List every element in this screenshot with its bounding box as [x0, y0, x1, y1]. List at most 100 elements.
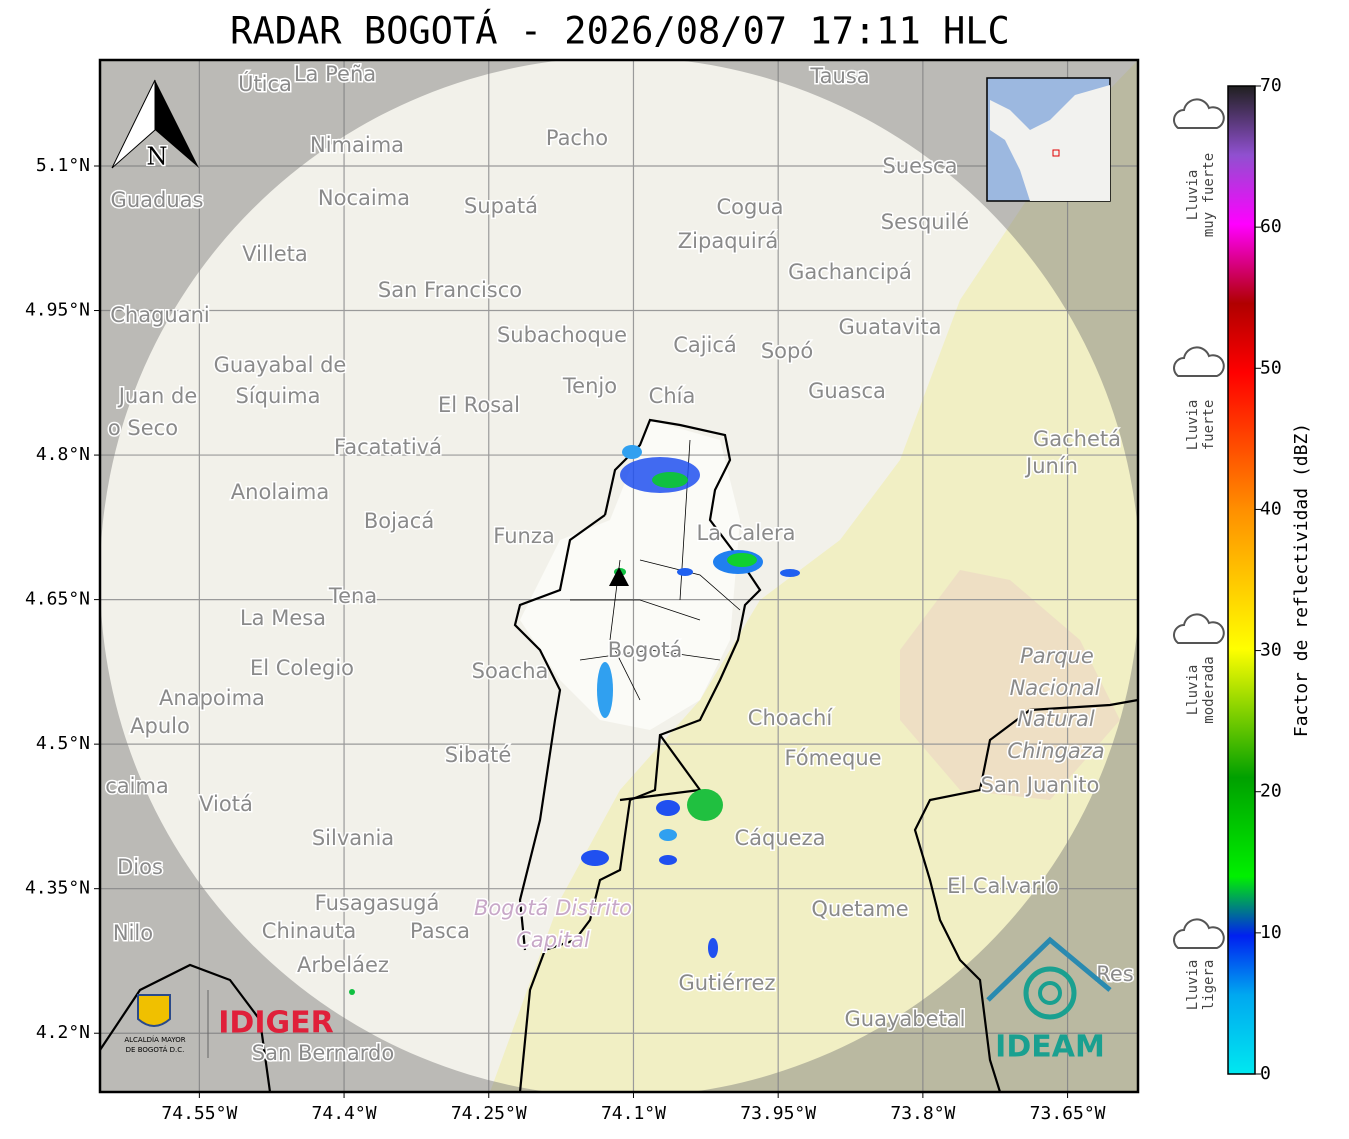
- place-label: Junín: [1024, 454, 1078, 478]
- boundaries: [100, 418, 1138, 1092]
- place-labels: Útica La Peña Tausa Pacho Nimaima Guaduas Noca…: [104, 61, 1136, 1067]
- colorbar-ticks: 0 10 20 30 40 50 60 70: [1255, 75, 1282, 1084]
- place-label: Cogua: [716, 195, 783, 219]
- place-label: El Rosal: [438, 393, 520, 417]
- map-frame: [98, 58, 1140, 1094]
- place-label: Tausa: [809, 64, 869, 88]
- y-tick-label: 4.8°N: [36, 444, 90, 465]
- ideam-logo: IDEAM: [986, 936, 1112, 1065]
- y-tick-label: 4.65°N: [25, 589, 90, 610]
- place-label: El Calvario: [947, 874, 1059, 898]
- place-label: Sesquilé: [881, 210, 969, 234]
- map: Útica La Peña Tausa Pacho Nimaima Guaduas Noca…: [100, 60, 1138, 1092]
- place-label: Fusagasugá: [315, 891, 440, 915]
- legend-label: Lluvia: [1185, 960, 1201, 1011]
- legend-label: Lluvia: [1185, 665, 1201, 716]
- legend-icon: [1173, 98, 1225, 129]
- alcaldia-line-2: DE BOGOTÁ D.C.: [126, 1045, 185, 1054]
- legend-label: fuerte: [1201, 400, 1217, 451]
- park-area: [900, 570, 1120, 800]
- place-label: Capital: [516, 928, 590, 952]
- place-label: Gachetá: [1033, 427, 1121, 451]
- x-tick-label: 73.65°W: [1030, 1103, 1106, 1124]
- y-tick-label: 4.95°N: [25, 300, 90, 321]
- place-label: Quetame: [811, 897, 908, 921]
- grid: [100, 60, 1138, 1092]
- radar-echoes: [349, 445, 800, 995]
- y-tick-label: 4.35°N: [25, 878, 90, 899]
- place-label: Bogotá Distrito: [474, 896, 632, 920]
- place-label: La Mesa: [240, 606, 326, 630]
- place-label: Gachancipá: [788, 260, 912, 284]
- colorbar-tick-label: 50: [1260, 357, 1282, 378]
- place-label: Fómeque: [784, 746, 881, 770]
- place-label: Pacho: [546, 126, 608, 150]
- compass: N: [111, 79, 199, 172]
- place-label: Supatá: [464, 194, 538, 218]
- place-label: La Peña: [294, 62, 376, 86]
- y-tick-label: 4.2°N: [36, 1022, 90, 1043]
- colorbar-tick-label: 10: [1260, 922, 1282, 943]
- place-label: Anapoima: [159, 686, 265, 710]
- place-label: caima: [105, 774, 169, 798]
- place-label: Anolaima: [231, 480, 329, 504]
- colorbar-tick-label: 20: [1260, 781, 1282, 802]
- place-label: Nilo: [113, 921, 153, 945]
- colorbar: [1227, 85, 1256, 1075]
- place-label: Funza: [493, 524, 554, 548]
- place-label: Nocaima: [318, 186, 410, 210]
- x-tick-label: 73.95°W: [740, 1103, 816, 1124]
- colorbar-tick-label: 60: [1260, 216, 1282, 237]
- place-label: Soacha: [472, 659, 549, 683]
- place-label: Parque: [1020, 644, 1094, 668]
- place-label: El Colegio: [250, 656, 354, 680]
- place-label: Nacional: [1010, 676, 1101, 700]
- y-tick-label: 5.1°N: [36, 155, 90, 176]
- title: RADAR BOGOTÁ - 2026/08/07 17:11 HLC: [230, 9, 1010, 53]
- legend-icon: [1173, 613, 1225, 644]
- x-tick-label: 74.4°W: [312, 1103, 377, 1124]
- place-label: Sibaté: [445, 743, 512, 767]
- place-label: Silvania: [312, 826, 394, 850]
- place-label: Natural: [1017, 707, 1095, 731]
- legend-icon: [1173, 918, 1225, 949]
- place-label: Útica: [238, 71, 292, 96]
- legend-entry: Lluvia fuerte: [1173, 346, 1225, 451]
- place-label: Pasca: [410, 919, 470, 943]
- idiger-logo: IDIGER: [218, 1006, 333, 1041]
- legend-label: ligera: [1201, 960, 1217, 1011]
- legend-entry: Lluvia moderada: [1173, 613, 1225, 724]
- place-label: Facatativá: [334, 435, 442, 459]
- place-label: Tena: [328, 584, 377, 608]
- x-tick-label: 74.1°W: [601, 1103, 666, 1124]
- place-label: Tenjo: [562, 374, 617, 398]
- colorbar-tick-label: 0: [1260, 1063, 1271, 1084]
- place-label: Chinauta: [262, 919, 356, 943]
- axes: 74.55°W 74.4°W 74.25°W 74.1°W 73.95°W 73.8°W 7…: [25, 155, 1106, 1124]
- place-label: Cajicá: [673, 333, 737, 357]
- colorbar-tick-label: 40: [1260, 498, 1282, 519]
- place-label: Apulo: [130, 714, 190, 738]
- place-label: Dios: [117, 855, 163, 879]
- place-label: Guatavita: [839, 315, 942, 339]
- place-label: Zipaquirá: [678, 229, 778, 253]
- colorbar-tick-label: 30: [1260, 640, 1282, 661]
- place-label: Síquima: [236, 384, 321, 408]
- x-tick-label: 74.25°W: [451, 1103, 527, 1124]
- place-label: Guasca: [808, 379, 886, 403]
- compass-label: N: [147, 143, 168, 171]
- localities: [570, 439, 741, 701]
- ideam-text: IDEAM: [995, 1030, 1105, 1065]
- place-label: Chía: [649, 384, 696, 408]
- urban-area: [520, 420, 740, 730]
- place-label: o Seco: [108, 416, 178, 440]
- place-label: Guayabetal: [845, 1007, 966, 1031]
- place-label: San Bernardo: [252, 1041, 394, 1065]
- place-label: Chingaza: [1007, 739, 1104, 763]
- x-tick-label: 74.55°W: [161, 1103, 237, 1124]
- place-label: San Francisco: [378, 278, 522, 302]
- alcaldia-line-1: ALCALDÍA MAYOR: [124, 1035, 185, 1044]
- place-label: La Calera: [696, 521, 795, 545]
- place-label: Sopó: [761, 339, 813, 363]
